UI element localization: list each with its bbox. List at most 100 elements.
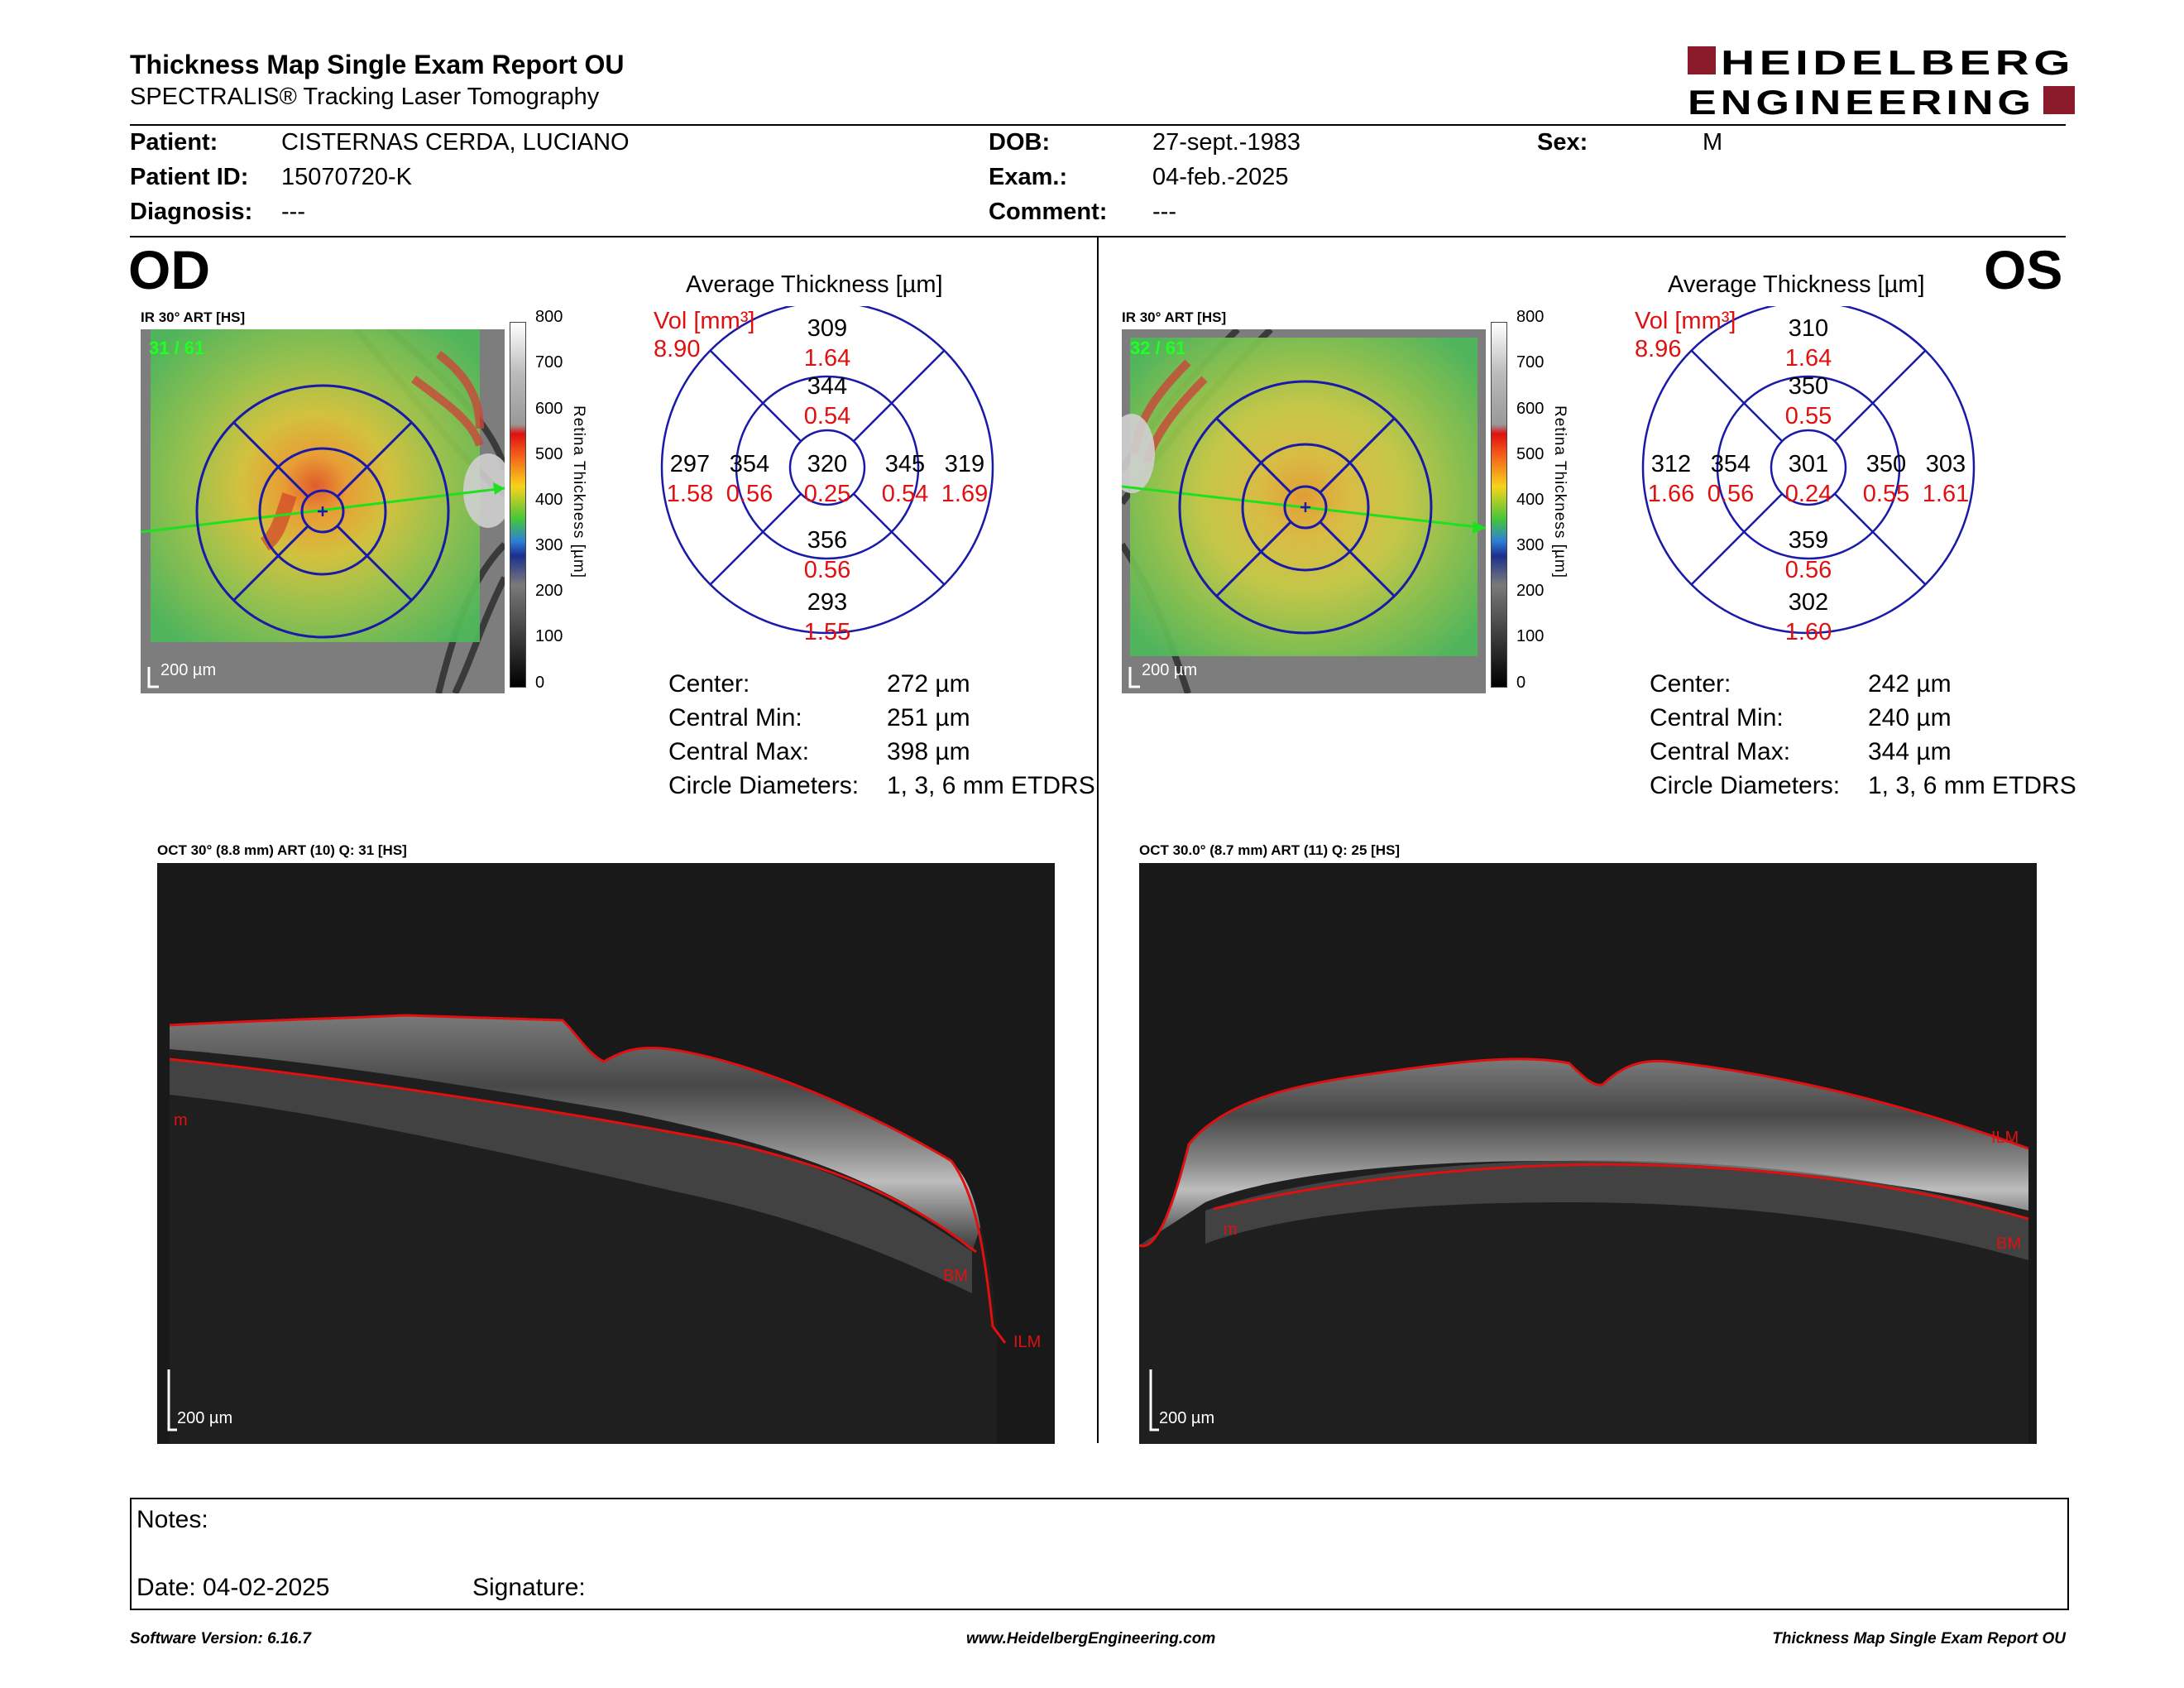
os-central-max-label: Central Max: [1650,738,1791,765]
od-inner-temp-volume: 0.56 [726,481,773,507]
od-central-max-label: Central Max: [668,738,810,765]
os-cb-tick: 400 [1516,491,1545,509]
od-inner-sup-thickness: 344 [807,373,847,400]
od-etdrs-grid: 309 1.64 344 0.54 297 1.58 354 0.56 320 … [660,306,994,645]
os-outer-inf-thickness: 302 [1789,589,1828,616]
svg-text:HEIDELBERG: HEIDELBERG [1721,43,2075,82]
os-outer-inf-volume: 1.60 [1785,619,1832,645]
od-inner-inf-thickness: 356 [807,527,847,554]
od-outer-sup-volume: 1.64 [804,345,850,372]
os-outer-nasal-volume: 1.61 [1923,481,1969,507]
od-vol-label: Vol [mm³] [654,308,755,334]
os-center-label: Center: [1650,670,1731,698]
os-cb-tick: 500 [1516,445,1545,463]
od-central-max-value: 398 µm [887,738,970,765]
os-avg-thickness-title: Average Thickness [µm] [1668,271,1925,298]
od-cb-tick: 400 [535,491,563,509]
os-inner-nasal-thickness: 350 [1866,451,1906,477]
os-outer-sup-volume: 1.64 [1785,345,1832,372]
od-cb-tick: 500 [535,445,563,463]
od-center-label: Center: [668,670,750,698]
od-thickness-fundus-image: 31 / 61 200 µm [141,329,505,693]
os-cb-tick: 100 [1516,627,1545,645]
od-circle-diam-label: Circle Diameters: [668,772,860,799]
od-central-min-value: 251 µm [887,704,970,731]
footer-website[interactable]: www.HeidelbergEngineering.com [966,1630,1216,1647]
os-center-value: 242 µm [1868,670,1952,698]
svg-text:ENGINEERING: ENGINEERING [1688,83,2035,117]
od-center-thickness: 320 [807,451,847,477]
footer-report-name: Thickness Map Single Exam Report OU [1772,1630,2066,1647]
os-inner-inf-thickness: 359 [1789,527,1828,554]
od-cb-tick: 700 [535,353,563,372]
os-outer-nasal-thickness: 303 [1926,451,1966,477]
od-center-value: 272 µm [887,670,970,698]
os-central-min-value: 240 µm [1868,704,1952,731]
os-cb-tick: 200 [1516,582,1545,600]
patient-id-value: 15070720-K [281,164,413,190]
report-title: Thickness Map Single Exam Report OU [130,50,625,79]
od-inner-inf-volume: 0.56 [804,557,850,583]
od-outer-temp-volume: 1.58 [667,481,713,507]
od-fundus-scale-label: 200 µm [160,661,216,679]
od-oct-layer-label-m: m [174,1111,188,1129]
dob-label: DOB: [989,129,1051,156]
os-cb-tick: 800 [1516,308,1545,326]
comment-value: --- [1152,199,1176,225]
od-outer-inf-volume: 1.55 [804,619,850,645]
os-inner-sup-thickness: 350 [1789,373,1828,400]
os-cb-tick: 600 [1516,400,1545,418]
os-outer-temp-volume: 1.66 [1648,481,1694,507]
os-ir-label: IR 30° ART [HS] [1122,309,1227,325]
os-eye-label: OS [1984,239,2063,300]
od-central-min-label: Central Min: [668,704,802,731]
report-subtitle: SPECTRALIS® Tracking Laser Tomography [130,84,600,110]
od-oct-layer-label-ilm: ILM [1013,1333,1041,1351]
os-frame-counter: 32 / 61 [1130,338,1185,358]
os-inner-inf-volume: 0.56 [1785,557,1832,583]
os-central-max-value: 344 µm [1868,738,1952,765]
os-inner-temp-volume: 0.56 [1707,481,1754,507]
eye-separator [1097,237,1099,1443]
notes-date: Date: 04-02-2025 [136,1574,330,1601]
exam-value: 04-feb.-2025 [1152,164,1289,190]
dob-value: 27-sept.-1983 [1152,129,1300,156]
notes-signature-label: Signature: [472,1574,586,1601]
os-oct-bscan-image: ILM m BM 200 µm [1139,863,2037,1444]
os-oct-label: OCT 30.0° (8.7 mm) ART (11) Q: 25 [HS] [1139,842,1401,858]
os-colorbar-title: Retina Thickness [µm] [1551,405,1569,578]
od-outer-nasal-volume: 1.69 [941,481,988,507]
od-colorbar-title: Retina Thickness [µm] [570,405,587,578]
od-ir-label: IR 30° ART [HS] [141,309,246,325]
od-eye-label: OD [128,239,210,300]
header-rule [130,124,2066,126]
os-circle-diam-label: Circle Diameters: [1650,772,1841,799]
od-cb-tick: 100 [535,627,563,645]
os-outer-temp-thickness: 312 [1651,451,1691,477]
os-inner-sup-volume: 0.55 [1785,403,1832,429]
od-cb-tick: 600 [535,400,563,418]
od-outer-inf-thickness: 293 [807,589,847,616]
os-fundus-scale-label: 200 µm [1142,661,1197,679]
os-inner-temp-thickness: 354 [1711,451,1751,477]
od-cb-tick: 200 [535,582,563,600]
os-center-volume: 0.24 [1785,481,1832,507]
od-inner-nasal-volume: 0.54 [882,481,928,507]
heidelberg-logo: HEIDELBERG ENGINEERING [1688,43,2075,117]
os-oct-scale-label: 200 µm [1159,1409,1214,1427]
os-oct-layer-label-bm: BM [1996,1235,2021,1253]
diagnosis-value: --- [281,199,305,225]
sex-label: Sex: [1537,129,1588,156]
od-outer-sup-thickness: 309 [807,315,847,342]
os-oct-layer-label-ilm: ILM [1991,1129,2019,1147]
od-circle-diam-value: 1, 3, 6 mm ETDRS [887,772,1095,799]
od-thickness-colorbar [510,322,526,688]
exam-label: Exam.: [989,164,1068,190]
info-rule [130,236,2066,237]
od-inner-temp-thickness: 354 [730,451,769,477]
od-cb-tick: 300 [535,536,563,554]
os-outer-sup-thickness: 310 [1789,315,1828,342]
os-vol-total: 8.96 [1635,336,1682,362]
od-oct-bscan-image: m BM ILM 200 µm [157,863,1055,1444]
od-outer-temp-thickness: 297 [670,451,710,477]
